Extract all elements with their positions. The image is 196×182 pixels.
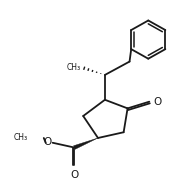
Text: O: O	[70, 169, 78, 179]
Text: O: O	[153, 97, 162, 107]
Text: CH₃: CH₃	[14, 133, 28, 143]
Polygon shape	[74, 138, 98, 149]
Text: O: O	[44, 137, 52, 147]
Text: CH₃: CH₃	[67, 63, 81, 72]
